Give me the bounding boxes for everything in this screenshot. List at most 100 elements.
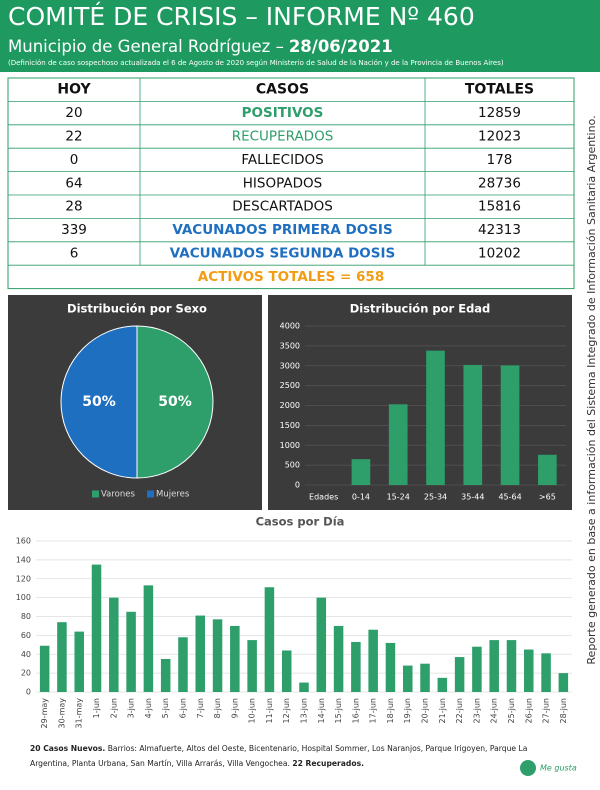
x-tick-label: 28-jun xyxy=(559,698,568,723)
y-tick-label: 20 xyxy=(21,669,31,678)
note: (Definición de caso sospechoso actualiza… xyxy=(8,59,504,67)
today-value: 22 xyxy=(65,129,82,145)
y-tick-label: 120 xyxy=(16,574,31,583)
today-value: 6 xyxy=(70,246,79,262)
bar xyxy=(541,653,551,692)
slice-label: 50% xyxy=(82,394,116,410)
x-tick-label: 27-jun xyxy=(542,698,551,723)
case-type: VACUNADOS PRIMERA DOSIS xyxy=(172,222,392,238)
x-tick-label: 14-jun xyxy=(317,698,326,723)
bar xyxy=(454,657,465,692)
x-tick-label: 0-14 xyxy=(352,493,370,502)
bar xyxy=(126,611,136,692)
today-value: 339 xyxy=(61,222,87,238)
bar xyxy=(91,564,102,692)
column-header: HOY xyxy=(57,82,91,98)
x-tick-label: 30-may xyxy=(57,698,66,729)
y-tick-label: 80 xyxy=(21,612,31,621)
x-tick-label: 10-jun xyxy=(248,698,257,723)
logo: Me gusta xyxy=(540,764,577,773)
x-tick-label: 2-jun xyxy=(109,698,118,718)
case-type: DESCARTADOS xyxy=(232,199,333,215)
subtitle: Municipio de General Rodríguez – 28/06/20… xyxy=(8,37,393,56)
x-tick-label: 25-34 xyxy=(424,493,447,502)
total-value: 12859 xyxy=(478,105,521,121)
charts: Distribución por Sexo 50% Varones 50% Mujere… xyxy=(16,302,572,729)
footer-recovered: 22 Recuperados. xyxy=(292,759,364,768)
column-header: CASOS xyxy=(256,82,309,98)
column-header: TOTALES xyxy=(465,82,534,98)
total-value: 28736 xyxy=(478,175,521,191)
x-tick-label: 15-24 xyxy=(387,493,410,502)
bar xyxy=(558,673,569,692)
bar xyxy=(351,641,361,692)
x-tick-label: 16-jun xyxy=(351,698,360,723)
bar xyxy=(420,663,430,692)
bar xyxy=(368,629,378,692)
bar xyxy=(230,625,240,692)
bar xyxy=(500,365,520,485)
total-value: 178 xyxy=(487,152,513,168)
x-tick-label: 18-jun xyxy=(386,698,395,723)
bar xyxy=(316,597,327,692)
x-tick-label: 5-jun xyxy=(161,698,170,718)
footer-barrios: Barrios: Almafuerte, Altos del Oeste, Bi… xyxy=(30,744,528,768)
x-tick-label: 4-jun xyxy=(144,698,153,718)
x-tick-label: 12-jun xyxy=(282,698,291,723)
x-tick-label: 23-jun xyxy=(472,698,481,723)
x-tick-label: 35-44 xyxy=(461,493,484,502)
x-tick-label: 13-jun xyxy=(300,698,309,723)
y-tick-label: 60 xyxy=(21,631,31,640)
x-tick-label: 24-jun xyxy=(490,698,499,723)
x-tick-label: 29-may xyxy=(40,698,49,729)
y-tick-label: 3000 xyxy=(280,361,300,370)
x-axis-label: Edades xyxy=(309,493,338,502)
bar xyxy=(281,650,292,692)
y-tick-label: 4000 xyxy=(280,322,300,331)
x-tick-label: 45-64 xyxy=(498,493,521,502)
title: COMITÉ DE CRISIS – INFORME Nº 460 xyxy=(8,2,475,31)
date: 28/06/2021 xyxy=(289,37,393,56)
legend-label: Mujeres xyxy=(156,490,190,500)
bar xyxy=(472,646,482,692)
x-tick-label: 31-may xyxy=(75,698,84,729)
bar xyxy=(437,677,448,692)
y-tick-label: 0 xyxy=(26,688,31,697)
bar xyxy=(524,649,534,692)
bar xyxy=(333,625,344,692)
bar xyxy=(160,658,171,692)
age-panel xyxy=(268,295,572,510)
case-type: HISOPADOS xyxy=(243,175,322,191)
x-tick-label: 26-jun xyxy=(524,698,533,723)
case-type: FALLECIDOS xyxy=(241,152,323,168)
case-type: POSITIVOS xyxy=(242,105,324,121)
legend-label: Varones xyxy=(101,490,135,500)
bar xyxy=(143,585,154,692)
chart-title: Distribución por Edad xyxy=(350,302,491,316)
y-tick-label: 2500 xyxy=(280,381,300,390)
y-tick-label: 100 xyxy=(16,593,31,602)
x-tick-label: 8-jun xyxy=(213,698,222,718)
x-tick-label: 25-jun xyxy=(507,698,516,723)
header-band xyxy=(0,0,600,72)
bar xyxy=(195,615,206,692)
x-tick-label: 15-jun xyxy=(334,698,343,723)
y-tick-label: 1500 xyxy=(280,421,300,430)
x-tick-label: 9-jun xyxy=(230,698,239,718)
table-border xyxy=(7,77,575,290)
bar xyxy=(39,645,50,692)
bar xyxy=(109,597,119,692)
y-tick-label: 2000 xyxy=(280,401,300,410)
case-type: RECUPERADOS xyxy=(232,129,334,145)
today-value: 20 xyxy=(65,105,82,121)
bar xyxy=(299,682,309,692)
x-tick-label: 22-jun xyxy=(455,698,464,723)
total-value: 15816 xyxy=(478,199,521,215)
bar xyxy=(351,459,371,485)
x-tick-label: 6-jun xyxy=(178,698,187,718)
y-tick-label: 0 xyxy=(295,481,300,490)
x-tick-label: >65 xyxy=(539,493,556,502)
x-tick-label: 3-jun xyxy=(127,698,136,718)
